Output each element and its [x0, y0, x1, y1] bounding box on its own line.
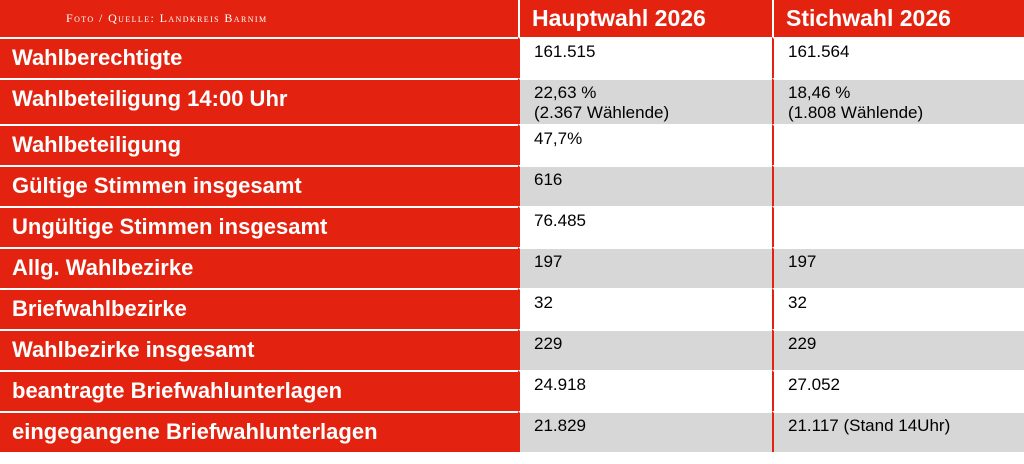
value-line: (1.808 Wählende) [788, 103, 924, 122]
value-line: 18,46 % [788, 83, 851, 102]
hauptwahl-value: 22,63 % (2.367 Wählende) [518, 78, 772, 124]
table-row: Wahlbezirke insgesamt 229 229 [0, 329, 1024, 370]
table-row: Ungültige Stimmen insgesamt 76.485 [0, 206, 1024, 247]
row-label: Allg. Wahlbezirke [0, 247, 518, 288]
value-line: 22,63 % [534, 83, 597, 102]
value-line: 24.918 [534, 375, 586, 394]
value-line: 161.564 [788, 42, 850, 61]
stichwahl-value: 18,46 % (1.808 Wählende) [772, 78, 1024, 124]
table-row: Wahlbeteiligung 47,7% [0, 124, 1024, 165]
value-line: 76.485 [534, 211, 586, 230]
hauptwahl-value: 161.515 [518, 37, 772, 78]
value-line: 197 [534, 252, 563, 271]
value-line: 616 [534, 170, 563, 189]
hauptwahl-value: 616 [518, 165, 772, 206]
table-row: Wahlbeteiligung 14:00 Uhr 22,63 % (2.367… [0, 78, 1024, 124]
column-header-stichwahl: Stichwahl 2026 [772, 0, 1024, 37]
row-label: Ungültige Stimmen insgesamt [0, 206, 518, 247]
stichwahl-value: 161.564 [772, 37, 1024, 78]
stichwahl-value: 27.052 [772, 370, 1024, 411]
value-line: 229 [534, 334, 563, 353]
table-row: beantragte Briefwahlunterlagen 24.918 27… [0, 370, 1024, 411]
hauptwahl-value: 47,7% [518, 124, 772, 165]
row-label: Wahlberechtigte [0, 37, 518, 78]
hauptwahl-value: 24.918 [518, 370, 772, 411]
value-line: 21.829 [534, 416, 586, 435]
photo-source-credit: Foto / Quelle: Landkreis Barnim [0, 0, 518, 37]
stichwahl-value: 32 [772, 288, 1024, 329]
hauptwahl-value: 197 [518, 247, 772, 288]
hauptwahl-value: 32 [518, 288, 772, 329]
row-label: Wahlbeteiligung [0, 124, 518, 165]
row-label: Gültige Stimmen insgesamt [0, 165, 518, 206]
value-line: 32 [534, 293, 553, 312]
table-row: Briefwahlbezirke 32 32 [0, 288, 1024, 329]
hauptwahl-value: 229 [518, 329, 772, 370]
value-line: 27.052 [788, 375, 840, 394]
column-header-hauptwahl: Hauptwahl 2026 [518, 0, 772, 37]
stichwahl-value: 229 [772, 329, 1024, 370]
election-results-table: Foto / Quelle: Landkreis Barnim Hauptwah… [0, 0, 1024, 452]
value-line: 161.515 [534, 42, 596, 61]
value-line: 32 [788, 293, 807, 312]
row-label: Wahlbeteiligung 14:00 Uhr [0, 78, 518, 124]
table-row: Gültige Stimmen insgesamt 616 [0, 165, 1024, 206]
row-label: Briefwahlbezirke [0, 288, 518, 329]
hauptwahl-value: 76.485 [518, 206, 772, 247]
row-label: eingegangene Briefwahlunterlagen [0, 411, 518, 452]
stichwahl-value [772, 124, 1024, 165]
stichwahl-value: 197 [772, 247, 1024, 288]
row-label: Wahlbezirke insgesamt [0, 329, 518, 370]
table-row: Wahlberechtigte 161.515 161.564 [0, 37, 1024, 78]
table-header-row: Foto / Quelle: Landkreis Barnim Hauptwah… [0, 0, 1024, 37]
value-line: (2.367 Wählende) [534, 103, 670, 122]
hauptwahl-value: 21.829 [518, 411, 772, 452]
table-row: eingegangene Briefwahlunterlagen 21.829 … [0, 411, 1024, 452]
stichwahl-value: 21.117 (Stand 14Uhr) [772, 411, 1024, 452]
stichwahl-value [772, 165, 1024, 206]
row-label: beantragte Briefwahlunterlagen [0, 370, 518, 411]
table-row: Allg. Wahlbezirke 197 197 [0, 247, 1024, 288]
stichwahl-value [772, 206, 1024, 247]
value-line: 21.117 (Stand 14Uhr) [788, 416, 951, 435]
value-line: 229 [788, 334, 817, 353]
value-line: 47,7% [534, 129, 583, 148]
value-line: 197 [788, 252, 817, 271]
